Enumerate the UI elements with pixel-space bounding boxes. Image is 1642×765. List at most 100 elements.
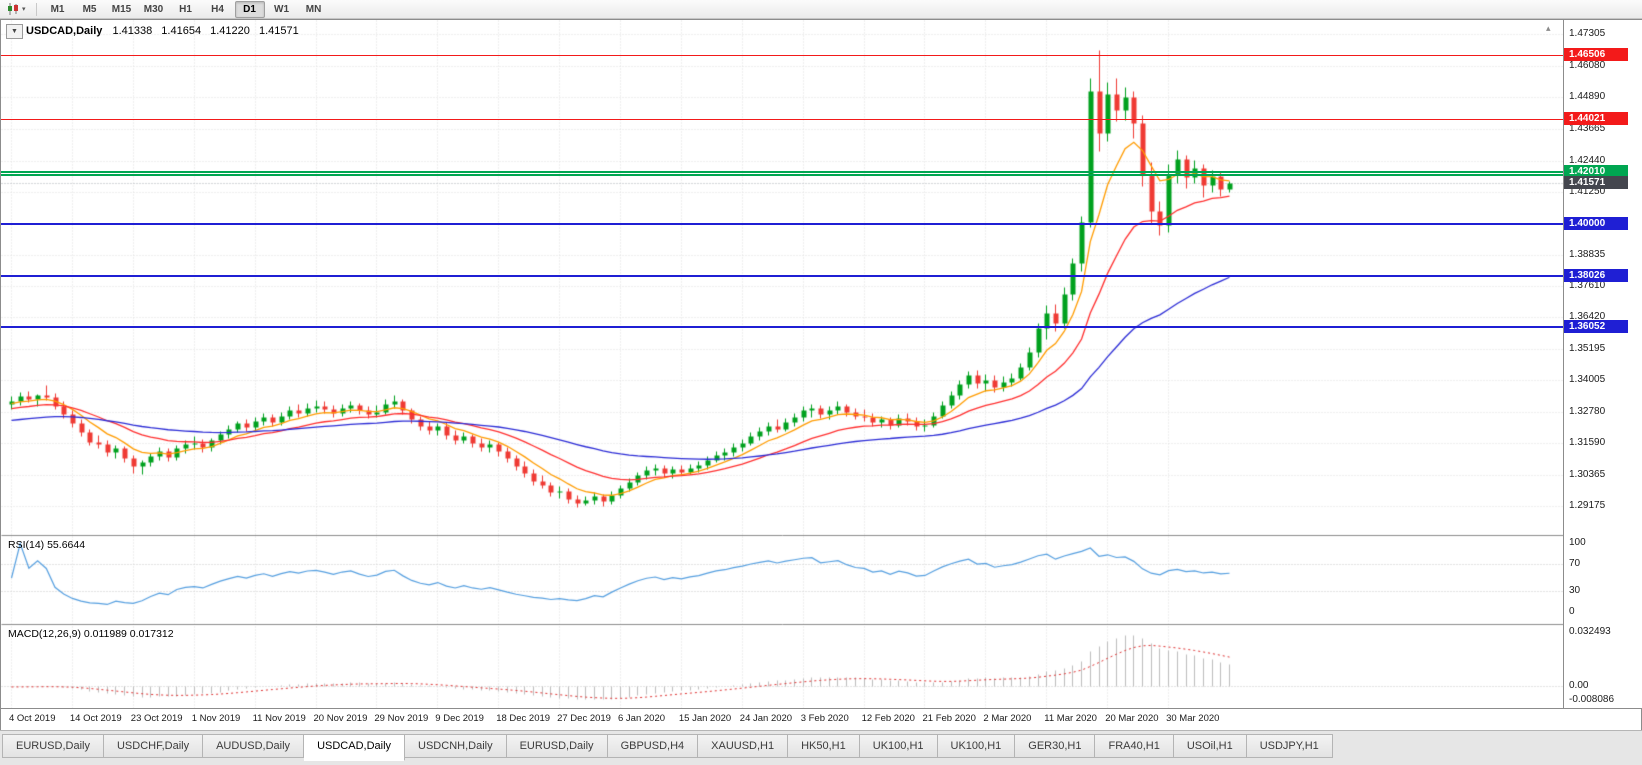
support-line-1.38026[interactable] <box>1 275 1563 277</box>
chart-tab-usdjpy-h1[interactable]: USDJPY,H1 <box>1246 734 1333 758</box>
price-axis-tick: 1.34005 <box>1569 374 1606 386</box>
rsi-axis-tick: 100 <box>1569 537 1586 548</box>
date-axis-label: 23 Oct 2019 <box>130 713 183 724</box>
resistance-line-1.46506[interactable] <box>1 55 1563 56</box>
chart-type-button[interactable]: ▾ <box>4 2 29 17</box>
ohlc-open: 1.41338 <box>112 25 153 37</box>
date-axis-label: 20 Mar 2020 <box>1105 713 1159 724</box>
date-axis-label: 9 Dec 2019 <box>435 713 484 724</box>
symbols-dropdown-icon[interactable]: ▼ <box>6 24 23 39</box>
rsi-axis-tick: 70 <box>1569 557 1581 569</box>
chart-shift-icon[interactable]: ▴ <box>1546 23 1551 33</box>
timeframe-button-MN[interactable]: MN <box>305 3 322 15</box>
price-axis-tick: 1.46080 <box>1569 59 1606 71</box>
price-axis-tick: 1.44890 <box>1569 90 1606 102</box>
timeframe-button-M5[interactable]: M5 <box>82 3 97 15</box>
timeframe-button-W1[interactable]: W1 <box>274 3 290 15</box>
rsi-indicator-label: RSI(14) 55.6644 <box>8 539 86 551</box>
timeframe-button-M30[interactable]: M30 <box>143 3 164 15</box>
date-axis-label: 27 Dec 2019 <box>557 713 611 724</box>
price-axis-tick: 1.43665 <box>1569 122 1606 134</box>
timeframe-button-H4[interactable]: H4 <box>211 3 224 15</box>
chart-tab-eurusd-daily[interactable]: EURUSD,Daily <box>2 734 104 758</box>
chart-tab-eurusd-daily[interactable]: EURUSD,Daily <box>506 734 608 758</box>
chart-tab-hk50-h1[interactable]: HK50,H1 <box>788 734 860 758</box>
chart-tabs-bar: EURUSD,Daily USDCHF,Daily AUDUSD,Daily USDC… <box>0 730 1642 765</box>
date-axis-label: 12 Feb 2020 <box>861 713 915 724</box>
price-tag-support: 1.36052 <box>1564 320 1628 333</box>
chart-tab-usdcad-daily[interactable]: USDCAD,Daily <box>304 734 406 761</box>
price-axis-tick: 1.37610 <box>1569 280 1606 292</box>
date-axis-label: 2 Mar 2020 <box>983 713 1032 724</box>
chart-tab-uk100-h1[interactable]: UK100,H1 <box>937 734 1016 758</box>
ohlc-high: 1.41654 <box>161 25 202 37</box>
date-axis-label: 24 Jan 2020 <box>739 713 793 724</box>
timeframe-button-D1[interactable]: D1 <box>234 0 265 18</box>
price-axis-tick: 1.41250 <box>1569 185 1606 197</box>
resistance-line-1.44021[interactable] <box>1 119 1563 120</box>
timeframe-button-M1[interactable]: M1 <box>50 3 65 15</box>
price-axis-tick: 1.30365 <box>1569 469 1606 481</box>
price-axis[interactable]: 1.47305 1.46080 1.44890 1.43665 1.42440 1.412… <box>1563 20 1642 708</box>
dropdown-glyph: ▼ <box>11 28 18 35</box>
price-tag-current-bid: 1.41571 <box>1564 176 1628 189</box>
chart-title: USDCAD,Daily 1.41338 1.41654 1.41220 1.4… <box>26 25 305 37</box>
price-tag-pivot: 1.42010 <box>1564 165 1628 178</box>
date-axis-label: 6 Jan 2020 <box>618 713 666 724</box>
chart-tab-usoil-h1[interactable]: USOil,H1 <box>1173 734 1247 758</box>
toolbar-separator <box>35 2 37 16</box>
price-axis-tick: 1.31590 <box>1569 437 1606 449</box>
date-axis-label: 30 Mar 2020 <box>1166 713 1220 724</box>
chart-tab-gbpusd-h4[interactable]: GBPUSD,H4 <box>607 734 699 758</box>
price-tag-support: 1.38026 <box>1564 269 1628 282</box>
date-axis-label: 11 Nov 2019 <box>252 713 306 724</box>
timeframe-buttons-group: M1 M5 M15 M30 H1 H4 D1 W1 MN <box>42 0 330 18</box>
date-axis-label: 21 Feb 2020 <box>922 713 976 724</box>
price-tag-support: 1.40000 <box>1564 217 1628 230</box>
chart-tab-usdchf-daily[interactable]: USDCHF,Daily <box>103 734 204 758</box>
rsi-axis-tick: 30 <box>1569 585 1581 597</box>
date-axis-label: 15 Jan 2020 <box>678 713 732 724</box>
timeframe-button-H1[interactable]: H1 <box>179 3 192 15</box>
macd-axis-tick: 0.00 <box>1569 680 1589 692</box>
chart-window: ▼ USDCAD,Daily 1.41338 1.41654 1.41220 1… <box>0 19 1642 730</box>
candlestick-chart-icon <box>8 3 18 15</box>
support-line-1.36052[interactable] <box>1 326 1563 328</box>
price-axis-tick: 1.47305 <box>1569 28 1606 39</box>
macd-axis-tick: 0.032493 <box>1569 626 1611 637</box>
price-chart-canvas[interactable] <box>1 20 1563 708</box>
price-axis-tick: 1.29175 <box>1569 499 1606 511</box>
timeframe-button-M15[interactable]: M15 <box>111 3 132 15</box>
rsi-axis-tick: 0 <box>1569 606 1575 617</box>
pivot-line-1.42010[interactable] <box>1 171 1563 173</box>
chart-tab-ger30-h1[interactable]: GER30,H1 <box>1015 734 1096 758</box>
date-axis[interactable]: 4 Oct 2019 14 Oct 2019 23 Oct 2019 1 Nov 20… <box>1 708 1641 730</box>
chart-tab-fra40-h1[interactable]: FRA40,H1 <box>1095 734 1174 758</box>
date-axis-label: 3 Feb 2020 <box>800 713 849 724</box>
price-axis-tick: 1.38835 <box>1569 248 1606 260</box>
macd-indicator-label: MACD(12,26,9) 0.011989 0.017312 <box>8 628 174 640</box>
date-axis-label: 20 Nov 2019 <box>313 713 368 724</box>
price-axis-tick: 1.36420 <box>1569 311 1606 323</box>
chart-symbol-label: USDCAD,Daily <box>26 25 103 37</box>
chart-tab-audusd-daily[interactable]: AUDUSD,Daily <box>203 734 305 758</box>
price-tag-resistance: 1.44021 <box>1564 112 1628 125</box>
support-line-1.40000[interactable] <box>1 223 1563 225</box>
date-axis-label: 4 Oct 2019 <box>9 713 56 724</box>
price-axis-tick: 1.32780 <box>1569 406 1606 418</box>
price-axis-tick: 1.42440 <box>1569 154 1606 166</box>
date-axis-label: 11 Mar 2020 <box>1044 713 1097 724</box>
date-axis-label: 29 Nov 2019 <box>374 713 429 724</box>
date-axis-label: 1 Nov 2019 <box>191 713 241 724</box>
chart-tab-usdcnh-daily[interactable]: USDCNH,Daily <box>405 734 507 758</box>
date-axis-label: 14 Oct 2019 <box>69 713 122 724</box>
ohlc-close: 1.41571 <box>258 25 299 37</box>
ohlc-low: 1.41220 <box>210 25 250 37</box>
macd-axis-tick: -0.008086 <box>1569 694 1615 705</box>
chart-tab-xauusd-h1[interactable]: XAUUSD,H1 <box>698 734 789 758</box>
pivot-line-1.41880[interactable] <box>1 174 1563 176</box>
chart-type-dropdown-icon: ▾ <box>22 6 26 13</box>
date-axis-label: 18 Dec 2019 <box>496 713 551 724</box>
chart-tab-uk100-h1[interactable]: UK100,H1 <box>859 734 938 758</box>
